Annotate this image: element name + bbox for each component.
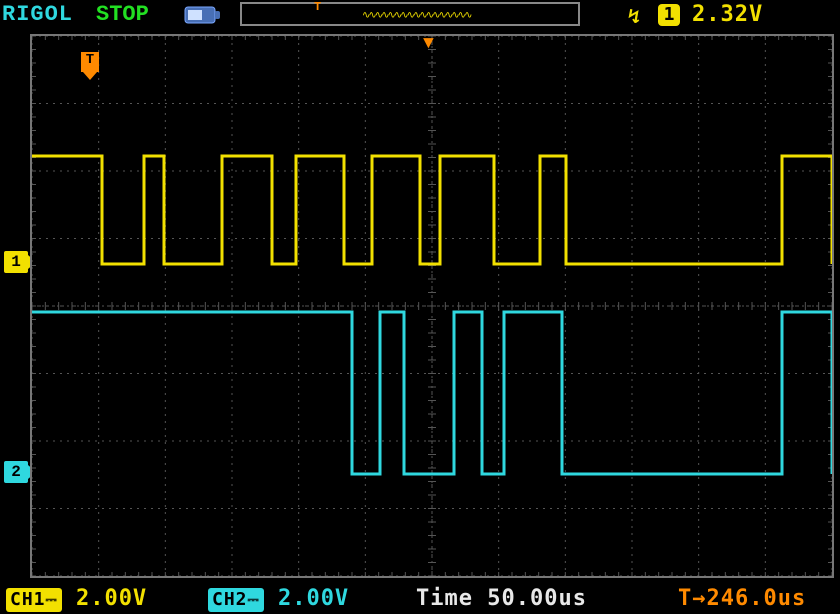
ch2-zero-marker: 2	[4, 461, 28, 483]
ch1-readout: CH1⎓ 2.00V	[6, 586, 147, 612]
ch1-badge: CH1⎓	[6, 588, 62, 612]
ch2-coupling-icon: ⎓	[248, 592, 260, 608]
ch1-label: CH1	[10, 589, 46, 610]
ch1-scale: 2.00V	[76, 586, 147, 611]
brand-label: RIGOL	[2, 2, 73, 27]
ch2-label: CH2	[212, 589, 248, 610]
top-bar: RIGOL STOP T ∿∿∿∿∿∿∿∿∿∿∿∿∿∿∿∿∿ ↯ 1 2.32V	[0, 0, 840, 30]
timebase-t-marker: T	[314, 0, 321, 14]
time-scale: 50.00us	[487, 586, 587, 611]
ch2-readout: CH2⎓ 2.00V	[208, 586, 349, 612]
horiz-position: T→246.0us	[678, 586, 806, 611]
time-label: Time	[416, 586, 473, 611]
ch2-badge: CH2⎓	[208, 588, 264, 612]
horiz-pos-prefix-icon: T→	[678, 586, 707, 611]
battery-icon	[184, 4, 224, 26]
t-cursor-marker: T	[81, 52, 99, 72]
timebase-wave-icon: ∿∿∿∿∿∿∿∿∿∿∿∿∿∿∿∿∿	[362, 10, 470, 22]
bottom-bar: CH1⎓ 2.00V CH2⎓ 2.00V Time 50.00us T→246…	[0, 584, 840, 614]
ch1-zero-marker: 1	[4, 251, 28, 273]
timebase-overview: T ∿∿∿∿∿∿∿∿∿∿∿∿∿∿∿∿∿	[240, 2, 580, 26]
ch1-coupling-icon: ⎓	[46, 592, 58, 608]
trigger-channel-badge: 1	[658, 4, 680, 26]
horiz-pos-value: 246.0us	[707, 586, 807, 611]
trigger-position-marker: ▼	[423, 34, 434, 54]
trigger-slope-icon: ↯	[628, 4, 640, 30]
trigger-level: 2.32V	[692, 2, 763, 27]
run-status: STOP	[96, 2, 149, 27]
waveform-svg	[32, 36, 832, 576]
ch2-scale: 2.00V	[278, 586, 349, 611]
waveform-display: ▼ T	[30, 34, 834, 578]
time-readout: Time 50.00us	[416, 586, 587, 611]
scope-area: 1 2 ▼ T	[0, 30, 840, 584]
